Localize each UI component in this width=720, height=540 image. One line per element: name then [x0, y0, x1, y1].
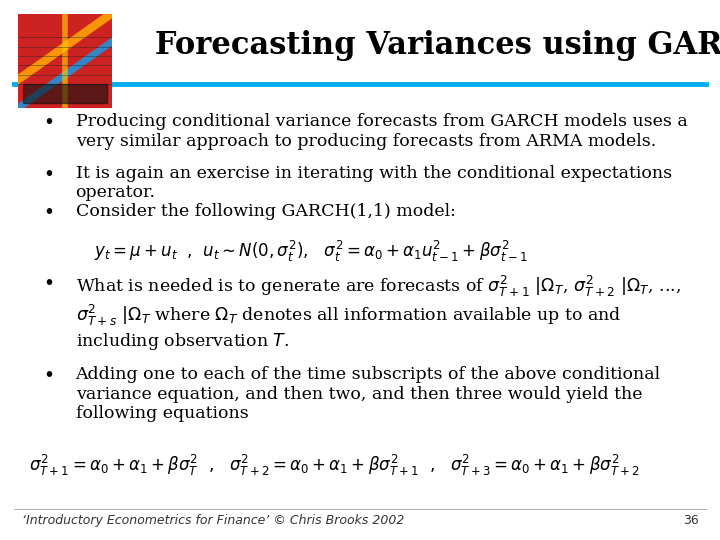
- Text: Consider the following GARCH(1,1) model:: Consider the following GARCH(1,1) model:: [76, 202, 456, 219]
- Text: It is again an exercise in iterating with the conditional expectations
operator.: It is again an exercise in iterating wit…: [76, 165, 672, 201]
- Text: •: •: [43, 165, 54, 184]
- Text: •: •: [43, 202, 54, 221]
- Text: $\sigma_{T+1}^{2} = \alpha_0 + \alpha_1 +\beta\sigma_T^{2}$  ,   $\sigma_{T+2}^{: $\sigma_{T+1}^{2} = \alpha_0 + \alpha_1 …: [29, 453, 639, 477]
- Text: Producing conditional variance forecasts from GARCH models uses a
very similar a: Producing conditional variance forecasts…: [76, 113, 688, 150]
- Text: •: •: [43, 113, 54, 132]
- Text: Forecasting Variances using GARCH Models: Forecasting Variances using GARCH Models: [155, 30, 720, 62]
- Text: Adding one to each of the time subscripts of the above conditional
variance equa: Adding one to each of the time subscript…: [76, 366, 661, 422]
- Text: •: •: [43, 366, 54, 385]
- Text: 36: 36: [683, 514, 698, 527]
- Text: What is needed is to generate are forecasts of $\sigma_{T+1}^{2}$ $|\Omega_T$, $: What is needed is to generate are foreca…: [76, 274, 680, 352]
- Text: ‘Introductory Econometrics for Finance’ © Chris Brooks 2002: ‘Introductory Econometrics for Finance’ …: [22, 514, 404, 527]
- Text: $y_t = \mu + u_t$  ,  $u_t \sim N(0,\sigma_t^2)$,   $\sigma_t^2 = \alpha_0 + \al: $y_t = \mu + u_t$ , $u_t \sim N(0,\sigma…: [94, 239, 527, 264]
- Bar: [23, 84, 107, 103]
- Text: •: •: [43, 274, 54, 293]
